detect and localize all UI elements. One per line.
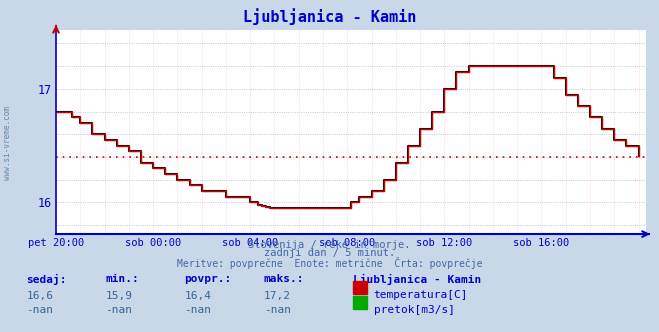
Text: zadnji dan / 5 minut.: zadnji dan / 5 minut. [264, 248, 395, 258]
Text: min.:: min.: [105, 274, 139, 284]
Text: 16,6: 16,6 [26, 290, 53, 300]
Text: Ljubljanica - Kamin: Ljubljanica - Kamin [353, 274, 481, 285]
Text: povpr.:: povpr.: [185, 274, 232, 284]
Text: sedaj:: sedaj: [26, 274, 67, 285]
Text: www.si-vreme.com: www.si-vreme.com [3, 106, 13, 180]
Text: 17,2: 17,2 [264, 290, 291, 300]
Text: pretok[m3/s]: pretok[m3/s] [374, 305, 455, 315]
Text: Meritve: povprečne  Enote: metrične  Črta: povprečje: Meritve: povprečne Enote: metrične Črta:… [177, 257, 482, 269]
Text: -nan: -nan [105, 305, 132, 315]
Text: 16,4: 16,4 [185, 290, 212, 300]
Text: -nan: -nan [26, 305, 53, 315]
Text: temperatura[C]: temperatura[C] [374, 290, 468, 300]
Text: -nan: -nan [264, 305, 291, 315]
Text: maks.:: maks.: [264, 274, 304, 284]
Text: Slovenija / reke in morje.: Slovenija / reke in morje. [248, 240, 411, 250]
Text: 15,9: 15,9 [105, 290, 132, 300]
Text: Ljubljanica - Kamin: Ljubljanica - Kamin [243, 8, 416, 25]
Text: -nan: -nan [185, 305, 212, 315]
